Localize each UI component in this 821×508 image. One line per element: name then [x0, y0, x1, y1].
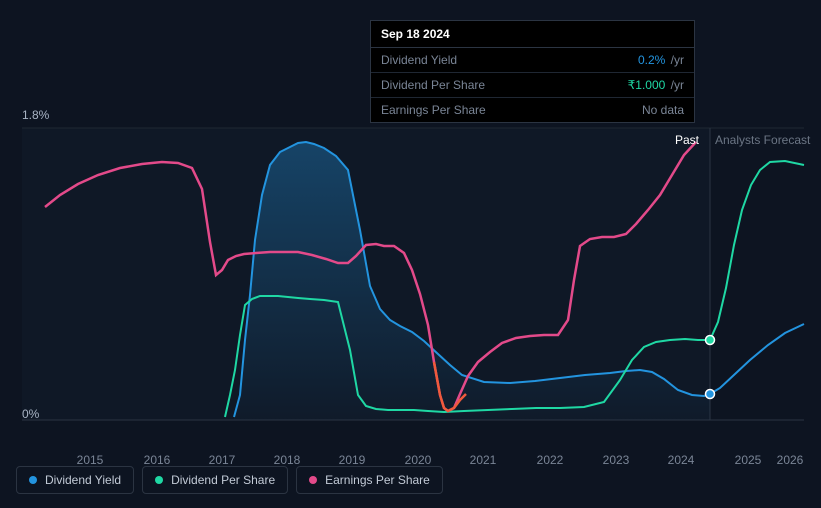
y-tick-min: 0%	[22, 407, 39, 421]
legend-dot-icon	[309, 476, 317, 484]
x-tick-label: 2016	[144, 453, 171, 467]
x-tick-label: 2018	[274, 453, 301, 467]
legend-dot-icon	[155, 476, 163, 484]
past-label: Past	[675, 133, 699, 147]
x-tick-label: 2025	[735, 453, 762, 467]
x-tick-label: 2021	[470, 453, 497, 467]
legend-dividend-per-share[interactable]: Dividend Per Share	[142, 466, 288, 494]
legend-label: Dividend Per Share	[171, 473, 275, 487]
legend-label: Dividend Yield	[45, 473, 121, 487]
tooltip-date: Sep 18 2024	[371, 21, 694, 48]
x-tick-label: 2022	[537, 453, 564, 467]
x-tick-label: 2015	[77, 453, 104, 467]
legend-earnings-per-share[interactable]: Earnings Per Share	[296, 466, 443, 494]
tooltip-row: Earnings Per Share No data	[371, 98, 694, 122]
x-tick-label: 2017	[209, 453, 236, 467]
chart-legend: Dividend Yield Dividend Per Share Earnin…	[16, 466, 443, 494]
tooltip-row: Dividend Per Share ₹1.000 /yr	[371, 73, 694, 98]
y-tick-max: 1.8%	[22, 108, 49, 122]
chart-tooltip: Sep 18 2024 Dividend Yield0.2% /yrDivide…	[370, 20, 695, 123]
x-tick-label: 2023	[603, 453, 630, 467]
x-tick-label: 2024	[668, 453, 695, 467]
tooltip-row-label: Dividend Yield	[381, 53, 457, 67]
x-tick-label: 2019	[339, 453, 366, 467]
legend-dot-icon	[29, 476, 37, 484]
dividend-yield-marker	[706, 390, 715, 399]
legend-dividend-yield[interactable]: Dividend Yield	[16, 466, 134, 494]
tooltip-row-label: Earnings Per Share	[381, 103, 486, 117]
forecast-label: Analysts Forecast	[715, 133, 810, 147]
tooltip-row-label: Dividend Per Share	[381, 78, 485, 92]
tooltip-row-value: ₹1.000 /yr	[628, 78, 684, 92]
forecast-bg	[710, 128, 804, 420]
tooltip-row-value: No data	[642, 103, 684, 117]
dividend-per-share-marker	[706, 336, 715, 345]
x-tick-label: 2020	[405, 453, 432, 467]
tooltip-row: Dividend Yield 0.2% /yr	[371, 48, 694, 73]
x-tick-label: 2026	[777, 453, 804, 467]
tooltip-row-value: 0.2% /yr	[638, 53, 684, 67]
legend-label: Earnings Per Share	[325, 473, 430, 487]
